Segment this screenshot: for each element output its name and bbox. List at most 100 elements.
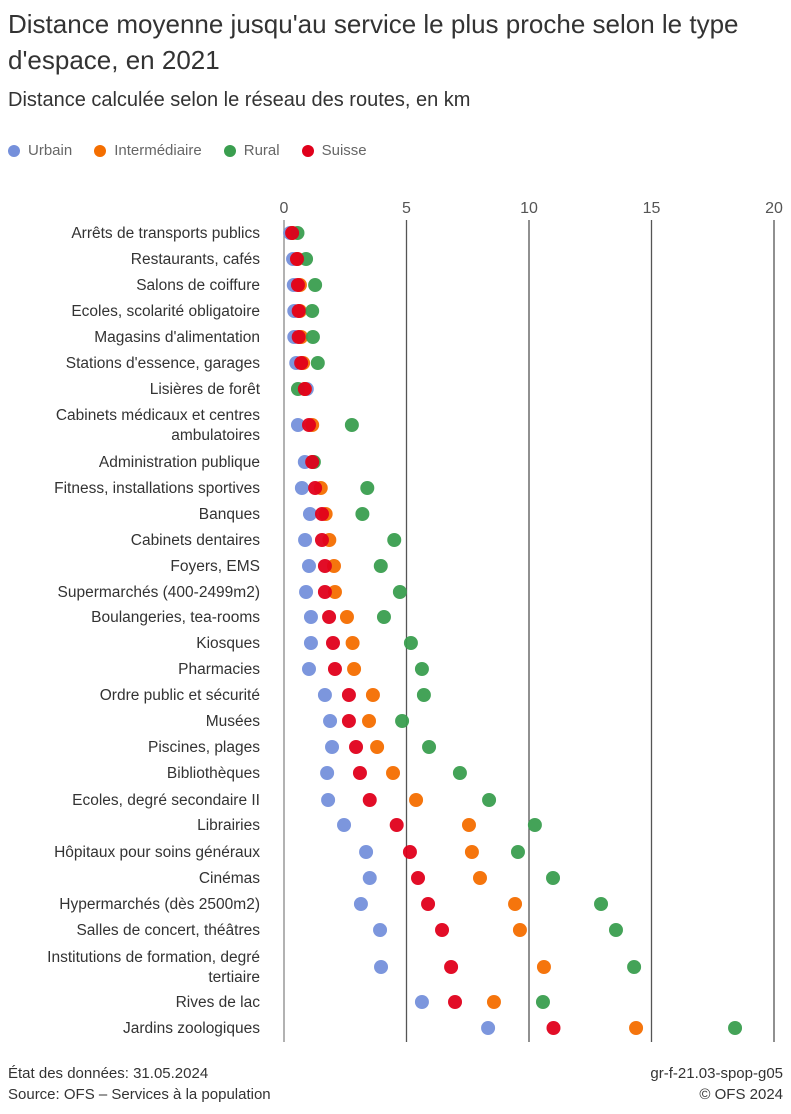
legend-label: Rural — [243, 142, 280, 159]
category-label: Arrêts de transports publics — [71, 225, 260, 242]
dot-intermédiaire — [461, 818, 476, 832]
dot-rural — [373, 559, 388, 573]
x-tick-label: 20 — [765, 200, 783, 217]
chart-id: gr-f-21.03-spop-g05 — [650, 1065, 783, 1082]
dot-rural — [416, 688, 431, 702]
dot-rural — [360, 481, 375, 495]
dot-suisse — [435, 923, 450, 937]
chart-subtitle: Distance calculée selon le réseau des ro… — [8, 89, 471, 111]
dot-suisse — [285, 226, 300, 240]
dot-intermédiaire — [536, 960, 551, 974]
category-label: Supermarchés (400-2499m2) — [58, 584, 260, 601]
dot-rural — [308, 278, 323, 292]
dot-urbain — [303, 610, 318, 624]
dot-intermédiaire — [370, 740, 385, 754]
category-label: Piscines, plages — [148, 739, 260, 756]
dot-rural — [344, 418, 359, 432]
category-label: Stations d'essence, garages — [66, 355, 260, 372]
dot-suisse — [317, 585, 332, 599]
dot-rural — [482, 793, 497, 807]
category-label: Bibliothèques — [167, 765, 260, 782]
dot-intermédiaire — [339, 610, 354, 624]
dot-suisse — [294, 356, 309, 370]
data-date: État des données: 31.05.2024 — [8, 1065, 209, 1082]
dot-rural — [627, 960, 642, 974]
dot-suisse — [546, 1021, 561, 1035]
legend-label: Intermédiaire — [114, 142, 202, 159]
category-label: Cinémas — [199, 870, 260, 887]
category-label: tertiaire — [208, 969, 260, 986]
legend-label: Urbain — [28, 142, 73, 159]
dot-rural — [594, 897, 609, 911]
dot-rural — [376, 610, 391, 624]
legend-marker — [223, 144, 236, 157]
dot-suisse — [289, 252, 304, 266]
dot-suisse — [341, 688, 356, 702]
dot-intermédiaire — [508, 897, 523, 911]
dot-intermédiaire — [362, 714, 377, 728]
dot-urbain — [298, 533, 313, 547]
dot-urbain — [374, 960, 389, 974]
dot-rural — [395, 714, 410, 728]
legend-item-urbain[interactable]: Urbain — [8, 142, 72, 159]
category-label: Pharmacies — [178, 661, 260, 678]
category-label: Hypermarchés (dès 2500m2) — [59, 896, 260, 913]
dot-intermédiaire — [365, 688, 380, 702]
dot-suisse — [421, 897, 436, 911]
footer-left: État des données: 31.05.2024 Source: OFS… — [8, 1063, 271, 1105]
legend-item-rural[interactable]: Rural — [223, 142, 280, 159]
category-label: Cabinets médicaux et centres — [56, 407, 260, 424]
dot-urbain — [303, 636, 318, 650]
legend-item-suisse[interactable]: Suisse — [301, 142, 367, 159]
dot-suisse — [349, 740, 364, 754]
dot-rural — [608, 923, 623, 937]
legend: Urbain Intermédiaire Rural Suisse — [8, 142, 367, 159]
dot-rural — [305, 304, 320, 318]
dot-rural — [452, 766, 467, 780]
source: Source: OFS – Services à la population — [8, 1086, 271, 1103]
dot-suisse — [308, 481, 323, 495]
dot-suisse — [402, 845, 417, 859]
category-label: Ordre public et sécurité — [100, 687, 260, 704]
dot-intermédiaire — [347, 662, 362, 676]
category-label: Boulangeries, tea-rooms — [91, 609, 260, 626]
dot-urbain — [414, 995, 429, 1009]
dot-urbain — [359, 845, 374, 859]
legend-item-intermédiaire[interactable]: Intermédiaire — [94, 142, 202, 159]
dot-urbain — [323, 714, 338, 728]
dot-intermédiaire — [464, 845, 479, 859]
dot-suisse — [448, 995, 463, 1009]
dot-suisse — [444, 960, 459, 974]
dot-rural — [392, 585, 407, 599]
dot-intermédiaire — [327, 585, 342, 599]
category-label: ambulatoires — [171, 427, 260, 444]
legend-label: Suisse — [321, 142, 367, 159]
dot-urbain — [299, 585, 314, 599]
x-tick-label: 0 — [280, 200, 289, 217]
category-label: Salles de concert, théâtres — [76, 922, 260, 939]
dot-rural — [527, 818, 542, 832]
dot-urbain — [373, 923, 388, 937]
dot-rural — [310, 356, 325, 370]
dot-suisse — [352, 766, 367, 780]
category-label: Hôpitaux pour soins généraux — [54, 844, 260, 861]
chart-title: Distance moyenne jusqu'au service le plu… — [8, 9, 739, 75]
dot-intermédiaire — [409, 793, 424, 807]
dot-rural — [535, 995, 550, 1009]
dot-urbain — [481, 1021, 496, 1035]
category-label: Rives de lac — [176, 994, 261, 1011]
dot-urbain — [290, 418, 305, 432]
category-label: Foyers, EMS — [170, 558, 260, 575]
dot-suisse — [305, 455, 320, 469]
dot-intermédiaire — [486, 995, 501, 1009]
dot-urbain — [321, 793, 336, 807]
dot-suisse — [326, 636, 340, 650]
dot-intermédiaire — [473, 871, 487, 885]
dot-suisse — [389, 818, 404, 832]
dot-suisse — [297, 382, 312, 396]
category-label: Salons de coiffure — [136, 277, 260, 294]
dot-urbain — [362, 871, 377, 885]
category-label: Cabinets dentaires — [131, 532, 260, 549]
